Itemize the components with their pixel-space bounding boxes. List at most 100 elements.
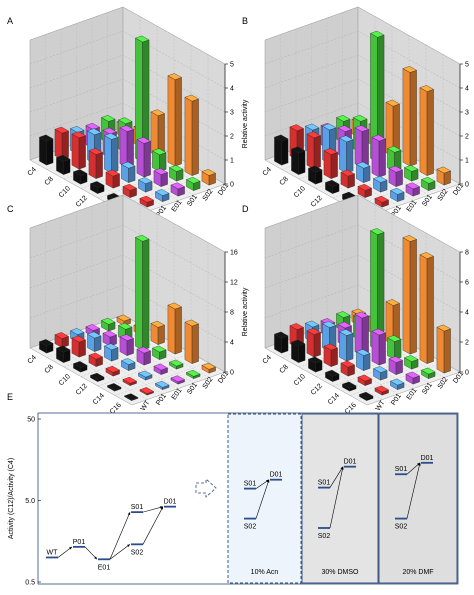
z-tick-label: 2 [465,134,469,141]
y-tick-label: 0.5 [25,580,35,587]
bar-S01-C10 [119,125,134,168]
bar-top-face [390,187,405,195]
bar-top-face [404,165,419,172]
y-tick-label: 50 [27,417,35,424]
x-category-label: C4 [262,166,273,177]
bar-top-face [54,332,69,339]
bar-side-face [378,332,386,366]
bar-P01-C8 [306,131,321,170]
arrow-e01-s01-head [127,512,131,516]
bar-D01-C12 [402,66,417,167]
inset-arrow-s02-d01-head [418,462,421,466]
bar-top-face [305,320,320,328]
arrow-p01-e01 [84,546,98,560]
bar-top-face [388,356,403,363]
bar-P01-C10 [323,343,338,367]
bar-top-face [87,128,102,136]
bar-top-face [150,320,165,328]
bar-side-face [142,238,150,351]
bar-P01-C10 [88,352,103,367]
panel-letter: E [7,392,13,402]
bar-front-face [402,68,411,167]
bar-top-face [139,387,154,394]
bar-S02-C10 [370,30,385,163]
bar-top-face [153,168,168,175]
bar-top-face [337,125,352,132]
bar-D01-C12 [167,302,182,355]
bar-top-face [357,374,372,382]
bar-front-face [419,254,428,364]
z-tick-label: 8 [230,310,234,317]
bar-top-face [56,154,71,162]
bar-top-face [359,391,374,399]
bar-top-face [402,235,417,242]
bar-top-face [371,134,386,142]
bar-E01-C12 [356,161,371,183]
bar-top-face [152,148,167,156]
bar-P01-C8 [71,335,86,358]
bar-front-face [167,304,176,355]
bar-top-face [354,311,369,319]
bar-top-face [169,165,184,172]
bar-P01-C14 [122,183,137,198]
bar-front-face [419,87,428,176]
bar-top-face [274,134,289,142]
bar-front-face [119,127,128,168]
arrow-e01-s02-head [127,544,130,547]
bar-side-face [191,323,199,364]
inset-arrow-s02-d01 [329,466,344,529]
bar-S01-C14 [153,363,168,375]
bar-top-face [186,176,201,184]
bar-top-face [85,324,100,331]
bar-E01-C14 [138,177,153,193]
bar-top-face [88,148,103,155]
bar-WT-C10 [73,361,88,373]
bar-E01-C16 [155,189,170,202]
bar-front-face [306,133,315,170]
bar-top-face [155,380,170,388]
bar-top-face [155,189,170,196]
bar-top-face [201,362,216,370]
panel-e: E 0.5 5.0 50 Activity (C12)/Activity (C4) WT P… [7,392,459,587]
bar-S01-C12 [371,134,386,178]
x-category-label: C14 [92,392,106,406]
bar-WT-C4 [274,134,289,166]
z-tick-label: 3 [465,110,469,117]
inset-level-label: D01 [344,459,357,466]
inset-level-label: D01 [270,472,283,479]
bar-WT-C10 [308,165,323,185]
bar-D01-C14 [419,252,434,364]
bar-top-face [385,99,400,107]
bar-S02-C16 [186,369,201,379]
bar-front-face [354,313,363,356]
bar-front-face [371,330,380,366]
bar-front-face [323,150,332,179]
inset-level-label: S02 [318,533,331,540]
bar-S02-C14 [169,359,184,370]
inset-arrow-s02-d01 [255,479,270,519]
bar-top-face [419,252,434,259]
bar-WT-C16 [124,393,139,401]
bar-P01-C14 [357,183,372,198]
x-category-label: C10 [58,185,72,199]
bar-S01-C8 [102,330,117,347]
bar-WT-C4 [39,134,54,166]
z-tick-label: 2 [465,340,469,347]
bar-side-face [111,136,119,174]
bar-top-face [56,345,71,353]
bar-front-face [88,150,97,179]
bar-top-face [336,311,351,318]
z-tick-label: 0 [230,370,234,377]
bar-side-face [313,332,321,358]
inset-level-label: S02 [395,524,408,531]
bar-front-face [104,135,112,174]
bar-top-face [436,324,451,332]
y-axis-label: Activity (C12)/Activity (C4) [8,458,15,539]
level-label: P01 [73,539,86,546]
bar-WT-C12 [90,372,105,382]
z-tick-label: 6 [465,280,469,287]
bar-front-face [371,136,380,178]
x-category-label: C12 [310,383,324,397]
bar-D01-C16 [436,324,451,374]
